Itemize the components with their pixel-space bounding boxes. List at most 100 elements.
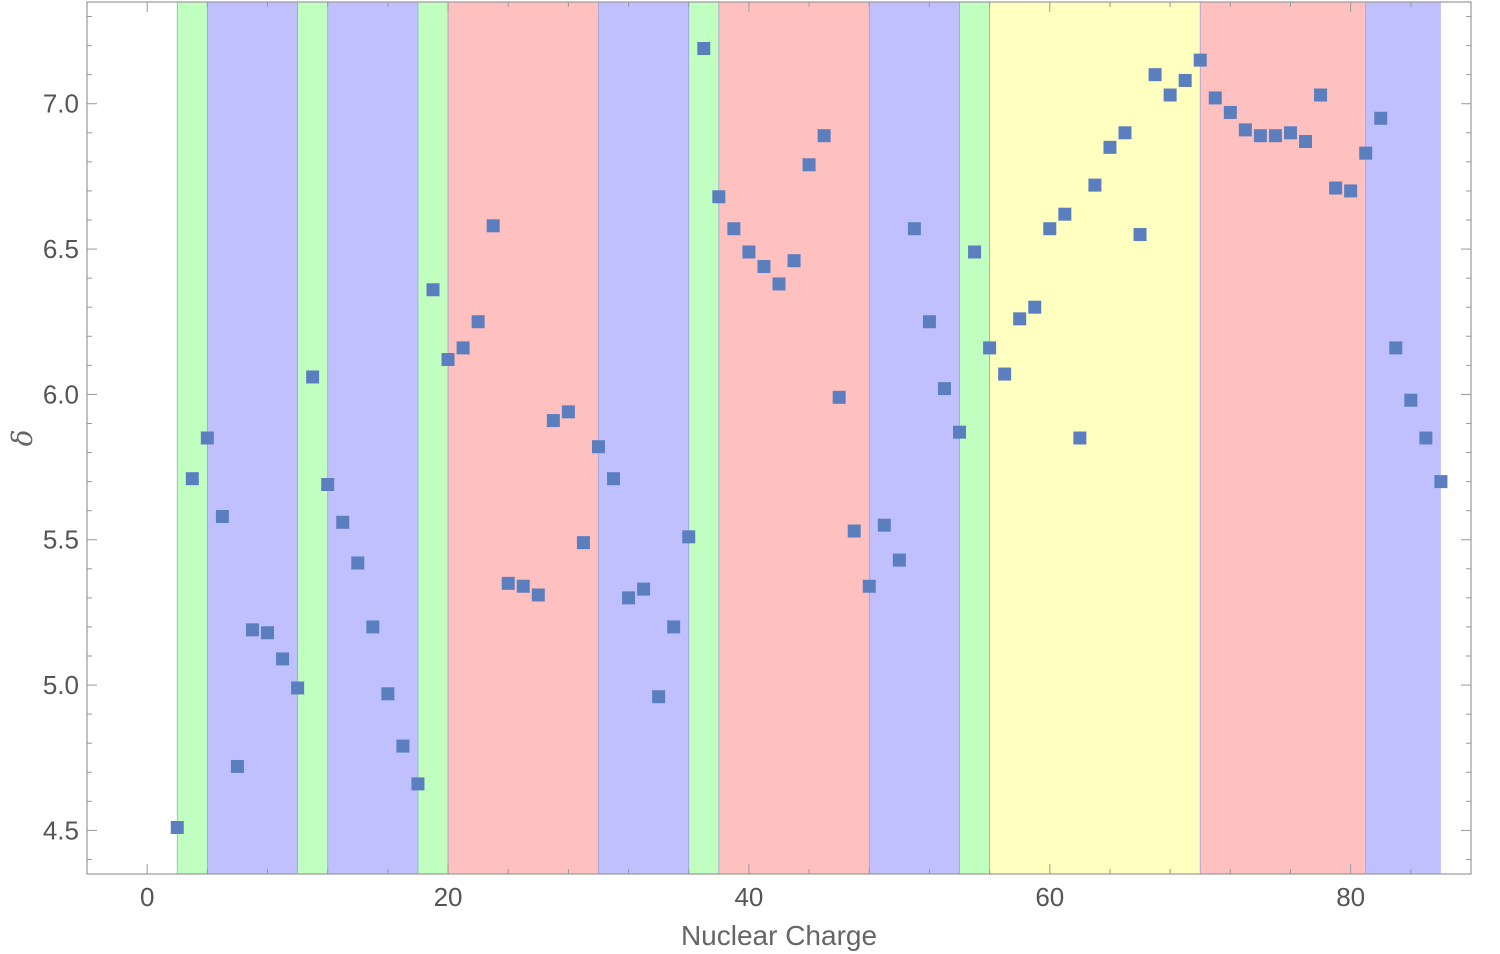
data-point — [1193, 53, 1207, 67]
data-point — [983, 341, 997, 355]
data-point — [727, 222, 741, 236]
data-point — [937, 382, 951, 396]
background-bands — [176, 2, 1441, 874]
data-point — [1043, 222, 1057, 236]
data-point — [998, 367, 1012, 381]
data-point — [953, 425, 967, 439]
data-point — [1419, 431, 1433, 445]
data-point — [576, 536, 590, 550]
data-point — [1208, 91, 1222, 105]
band-11 — [989, 2, 1201, 874]
x-tick-label: 60 — [1035, 882, 1064, 912]
data-point — [276, 652, 290, 666]
data-point — [817, 129, 831, 143]
data-point — [546, 414, 560, 428]
data-point — [456, 341, 470, 355]
data-point — [411, 777, 425, 791]
data-point — [381, 687, 395, 701]
data-point — [877, 518, 891, 532]
data-point — [907, 222, 921, 236]
data-point — [486, 219, 500, 233]
data-point — [1344, 184, 1358, 198]
data-point — [847, 524, 861, 538]
band-3 — [327, 2, 418, 874]
data-point — [787, 254, 801, 268]
data-point — [1148, 68, 1162, 82]
band-7 — [688, 2, 719, 874]
data-point — [1178, 73, 1192, 87]
data-point — [1329, 181, 1343, 195]
band-9 — [869, 2, 960, 874]
data-point — [591, 440, 605, 454]
data-point — [1404, 393, 1418, 407]
y-tick-label: 4.5 — [43, 815, 79, 845]
y-tick-label: 6.5 — [43, 234, 79, 264]
band-12 — [1200, 2, 1366, 874]
y-axis-label: δ — [6, 430, 39, 447]
data-point — [1389, 341, 1403, 355]
x-tick-label: 0 — [140, 882, 154, 912]
data-point — [772, 277, 786, 291]
y-tick-label: 5.5 — [43, 525, 79, 555]
data-point — [1163, 88, 1177, 102]
data-point — [366, 620, 380, 634]
data-point — [1058, 207, 1072, 221]
data-point — [607, 472, 621, 486]
data-point — [200, 431, 214, 445]
data-point — [336, 515, 350, 529]
x-axis-label: Nuclear Charge — [681, 920, 877, 951]
data-point — [561, 405, 575, 419]
y-tick-label: 6.0 — [43, 379, 79, 409]
data-point — [1223, 105, 1237, 119]
x-tick-label: 40 — [734, 882, 763, 912]
data-point — [351, 556, 365, 570]
data-point — [652, 690, 666, 704]
band-2 — [297, 2, 328, 874]
data-point — [667, 620, 681, 634]
data-point — [622, 591, 636, 605]
data-point — [230, 759, 244, 773]
data-point — [682, 530, 696, 544]
data-point — [968, 245, 982, 259]
data-point — [1133, 228, 1147, 242]
axis-ticks: 0 20 40 60 80 4.5 5.0 5.5 6.0 6.5 7.0 — [43, 2, 1472, 912]
data-point — [892, 553, 906, 567]
data-point — [306, 370, 320, 384]
data-point — [637, 582, 651, 596]
band-8 — [718, 2, 870, 874]
data-point — [185, 472, 199, 486]
data-point — [441, 353, 455, 367]
data-point — [712, 190, 726, 204]
band-1 — [207, 2, 298, 874]
x-tick-label: 20 — [434, 882, 463, 912]
data-point — [396, 739, 410, 753]
data-point — [802, 158, 816, 172]
data-point — [1283, 126, 1297, 140]
data-point — [862, 579, 876, 593]
data-point — [291, 681, 305, 695]
data-point — [1359, 146, 1373, 160]
data-point — [742, 245, 756, 259]
data-point — [922, 315, 936, 329]
data-point — [1103, 140, 1117, 154]
data-point — [1238, 123, 1252, 137]
x-tick-label: 80 — [1336, 882, 1365, 912]
data-point — [1299, 135, 1313, 149]
data-point — [261, 626, 275, 640]
data-point — [1028, 300, 1042, 314]
plot-frame — [86, 1, 1472, 875]
data-points — [170, 42, 1448, 834]
data-point — [321, 478, 335, 492]
data-point — [1013, 312, 1027, 326]
data-point — [501, 576, 515, 590]
data-point — [1268, 129, 1282, 143]
data-point — [1073, 431, 1087, 445]
data-point — [1314, 88, 1328, 102]
y-tick-label: 5.0 — [43, 670, 79, 700]
data-point — [697, 42, 711, 56]
data-point — [1374, 111, 1388, 125]
data-point — [170, 820, 184, 834]
data-point — [1434, 475, 1448, 489]
data-point — [531, 588, 545, 602]
